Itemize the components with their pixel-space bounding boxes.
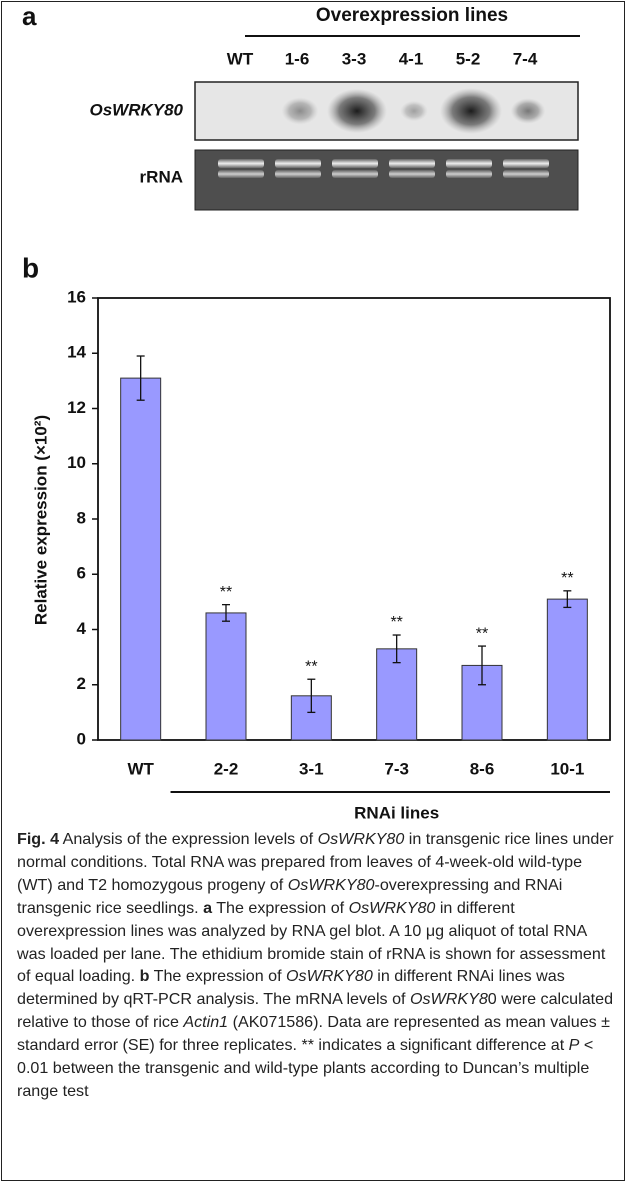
y-tick-label: 10	[67, 453, 86, 472]
caption-text: Fig. 4	[17, 830, 59, 848]
caption-text: a	[203, 899, 212, 917]
figure-caption: Fig. 4 Analysis of the expression levels…	[17, 828, 615, 1103]
y-tick-label: 16	[67, 287, 86, 306]
panel-label: a	[22, 1, 37, 31]
caption-text: OsWRKY8	[410, 990, 488, 1008]
lane-label: 1-6	[285, 49, 310, 68]
caption-text: OsWRKY80	[318, 830, 405, 848]
rrna-band	[218, 170, 264, 178]
rrna-band	[389, 170, 435, 178]
significance-label: **	[476, 625, 488, 642]
x-tick-label: 3-1	[299, 759, 324, 778]
significance-label: **	[305, 658, 317, 675]
lane-label: WT	[227, 49, 254, 68]
rrna-band	[503, 159, 549, 168]
y-tick-label: 6	[77, 564, 86, 583]
rrna-band	[332, 170, 378, 178]
x-tick-label: 10-1	[550, 759, 584, 778]
blot-signal	[511, 98, 546, 124]
rrna-band	[446, 170, 492, 178]
y-tick-label: 0	[77, 729, 86, 748]
caption-text: The expression of	[149, 967, 286, 985]
plot-frame	[98, 298, 610, 740]
bar	[121, 378, 161, 740]
blot-signal	[327, 89, 387, 133]
caption-text: OsWRKY80	[349, 899, 436, 917]
lane-label: 5-2	[456, 49, 481, 68]
figure: a Overexpression lines OsWRKY80 rRNA b R…	[0, 0, 630, 825]
lane-label: 7-4	[513, 49, 538, 68]
rrna-band	[218, 159, 264, 168]
rrna-band	[275, 170, 321, 178]
significance-label: **	[390, 614, 402, 631]
y-tick-label: 8	[77, 508, 86, 527]
blot-signal	[282, 97, 319, 124]
page: {"panel_a": {"label": "a", "group_label"…	[0, 0, 630, 1185]
lane-label: 4-1	[399, 49, 424, 68]
rrna-band	[503, 170, 549, 178]
caption-text: P	[569, 1036, 580, 1054]
x-tick-label: 7-3	[384, 759, 409, 778]
rrna-band	[389, 159, 435, 168]
caption-text: OsWRKY80	[288, 876, 375, 894]
caption-text: The expression of	[212, 899, 349, 917]
significance-label: **	[220, 584, 232, 601]
caption-text: b	[140, 967, 150, 985]
caption-text: Actin1	[183, 1013, 228, 1031]
panel-label: b	[22, 252, 39, 283]
group-label: Overexpression lines	[316, 5, 508, 26]
bar	[547, 599, 587, 740]
caption-text: OsWRKY80	[286, 967, 373, 985]
rrna-band	[275, 159, 321, 168]
row-label: OsWRKY80	[89, 100, 183, 119]
y-tick-label: 14	[67, 343, 86, 362]
x-tick-label: 8-6	[470, 759, 495, 778]
rrna-band	[332, 159, 378, 168]
y-tick-label: 4	[77, 619, 87, 638]
group-label: RNAi lines	[354, 803, 439, 822]
y-tick-label: 2	[77, 674, 86, 693]
y-tick-label: 12	[67, 398, 86, 417]
blot-signal	[400, 101, 428, 121]
blot-signal	[440, 88, 502, 134]
rrna-band	[446, 159, 492, 168]
bar	[206, 613, 246, 740]
x-tick-label: WT	[127, 759, 154, 778]
caption-text: Analysis of the expression levels of	[59, 830, 318, 848]
lane-label: 3-3	[342, 49, 367, 68]
x-tick-label: 2-2	[214, 759, 239, 778]
significance-label: **	[561, 570, 573, 587]
row-label: rRNA	[140, 167, 183, 186]
y-axis-label: Relative expression (×10²)	[31, 415, 50, 625]
